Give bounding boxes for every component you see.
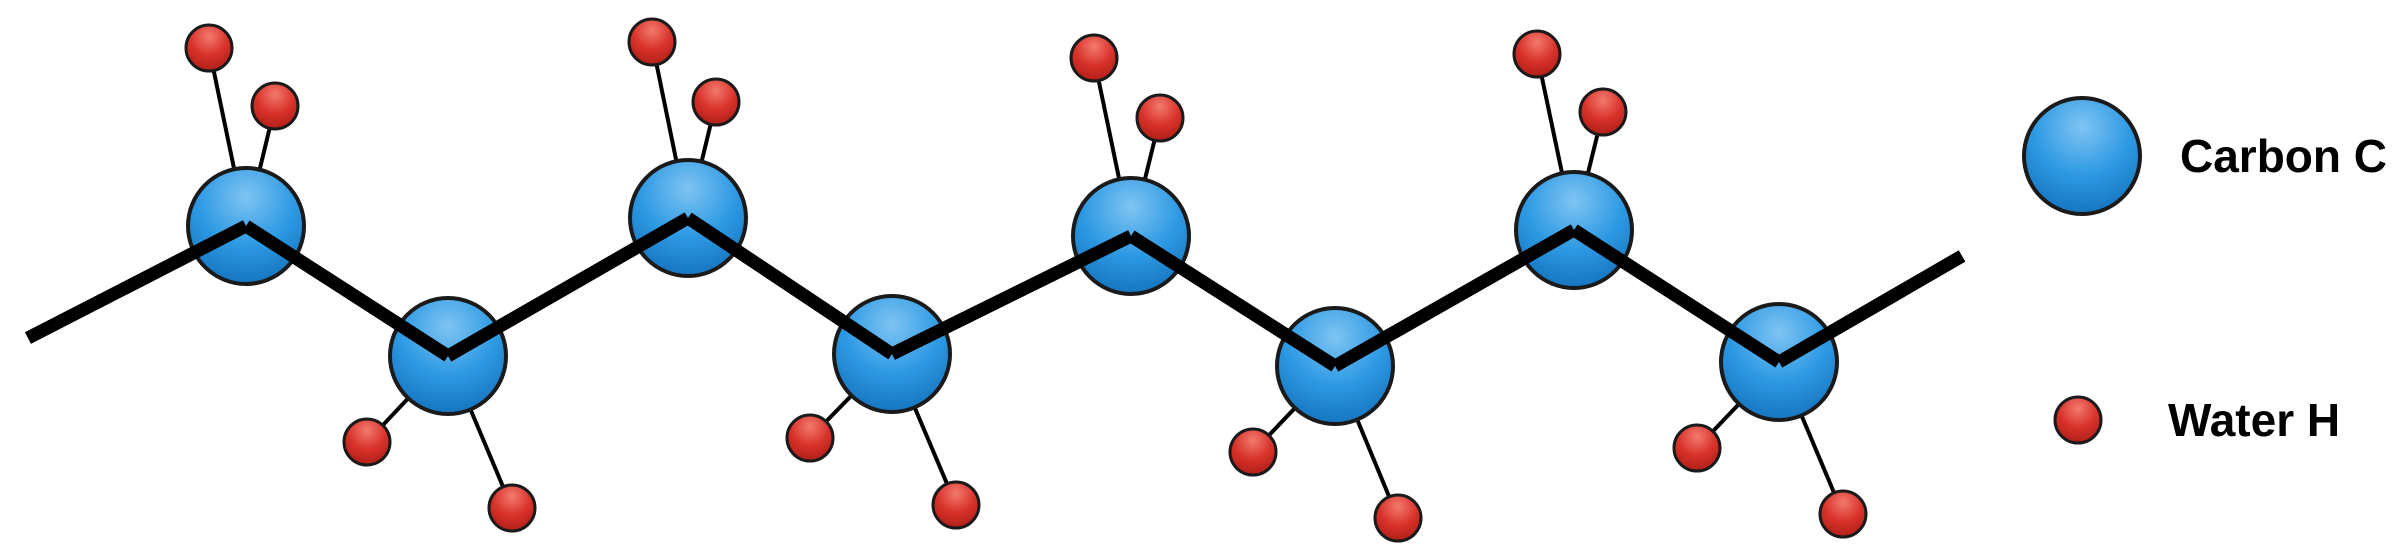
hydrogen-atom-6-2	[1373, 493, 1423, 543]
hydrogen-atom-3-1	[627, 17, 677, 67]
legend-carbon-icon	[2022, 96, 2142, 216]
cc-bond-overlay-9	[1775, 250, 1966, 368]
hydrogen-atom-8-1	[1672, 423, 1722, 473]
cc-bond-overlay-2	[242, 220, 452, 362]
cc-bond-overlay-7	[1331, 224, 1578, 372]
legend: Carbon C Water H	[2022, 96, 2387, 446]
hydrogen-atom-1-2	[250, 81, 300, 131]
cc-bond-overlay-4	[684, 212, 896, 360]
hydrogen-atom-3-2	[691, 77, 741, 127]
cc-bond-overlay-5	[889, 230, 1134, 360]
hydrogen-atom-8-2	[1818, 489, 1868, 539]
legend-hydrogen-label: Water H	[2168, 394, 2340, 446]
hydrogen-atom-4-2	[931, 480, 981, 530]
hydrogen-atom-1-1	[184, 23, 234, 73]
hydrogen-atom-6-1	[1228, 427, 1278, 477]
cc-bond-overlay-3	[444, 212, 692, 362]
hydrogen-atom-2-2	[487, 483, 537, 533]
hydrogen-atom-7-2	[1578, 87, 1628, 137]
legend-hydrogen-icon	[2053, 395, 2103, 445]
backbone-overlay	[25, 212, 1966, 372]
cc-bond-overlay-6	[1127, 230, 1339, 372]
cc-bond-overlay-8	[1570, 224, 1783, 368]
legend-carbon-label: Carbon C	[2180, 130, 2387, 182]
cc-bond-overlay-1	[25, 220, 249, 344]
hydrogen-atom-5-2	[1135, 93, 1185, 143]
hydrogen-atom-2-1	[342, 417, 392, 467]
hydrogen-atom-5-1	[1069, 33, 1119, 83]
hydrogen-atom-4-1	[785, 413, 835, 463]
atoms-layer	[25, 17, 1966, 543]
hydrogen-atom-7-1	[1512, 29, 1562, 79]
